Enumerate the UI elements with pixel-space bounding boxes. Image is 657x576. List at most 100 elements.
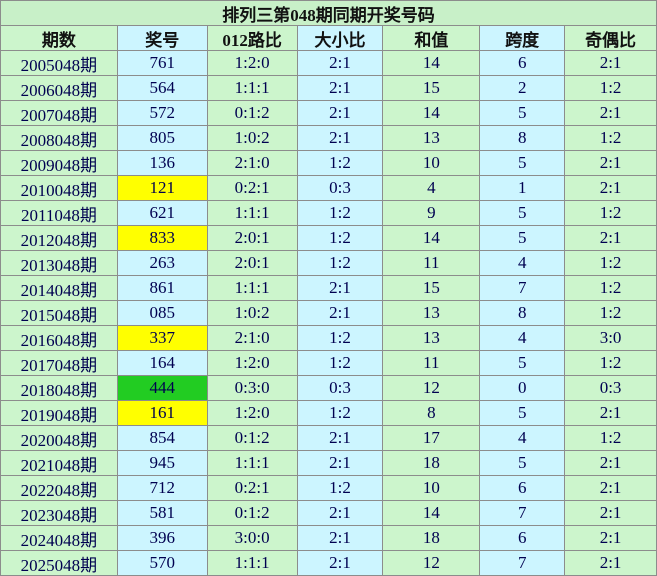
table-cell: 8	[383, 401, 480, 425]
table-cell: 0	[480, 376, 565, 400]
table-cell: 5	[480, 226, 565, 250]
table-cell: 1:0:2	[207, 126, 297, 150]
table-cell: 2:1	[297, 451, 383, 475]
table-cell: 1	[480, 176, 565, 200]
table-cell: 2:1	[565, 476, 656, 500]
table-cell: 1:1:1	[207, 551, 297, 575]
table-cell: 5	[480, 201, 565, 225]
table-cell: 9	[383, 201, 480, 225]
table-cell: 2:1	[297, 501, 383, 525]
table-cell: 2:1	[565, 51, 656, 75]
table-cell: 1:2	[297, 401, 383, 425]
table-cell: 13	[383, 326, 480, 350]
table-cell: 15	[383, 276, 480, 300]
table-cell: 2:1	[565, 451, 656, 475]
table-cell: 2:1:0	[207, 151, 297, 175]
header-cell: 期数	[1, 26, 117, 50]
table-cell: 0:3	[297, 376, 383, 400]
table-cell: 0:2:1	[207, 176, 297, 200]
table-cell: 2:1	[565, 151, 656, 175]
table-cell: 2:1	[565, 551, 656, 575]
table-cell: 1:2	[565, 126, 656, 150]
table-cell: 2019048期	[1, 401, 117, 425]
table-cell: 8	[480, 126, 565, 150]
table-cell: 2020048期	[1, 426, 117, 450]
table-cell: 2024048期	[1, 526, 117, 550]
table-cell: 2:1	[297, 51, 383, 75]
table-cell: 2:1	[297, 76, 383, 100]
table-cell: 833	[117, 226, 207, 250]
table-cell: 2:1	[297, 426, 383, 450]
table-cell: 1:2	[297, 476, 383, 500]
table-cell: 1:2	[565, 76, 656, 100]
table-cell: 263	[117, 251, 207, 275]
table-cell: 7	[480, 501, 565, 525]
table-cell: 2:1	[565, 501, 656, 525]
table-cell: 712	[117, 476, 207, 500]
table-cell: 2015048期	[1, 301, 117, 325]
table-cell: 1:2	[565, 276, 656, 300]
table-cell: 2013048期	[1, 251, 117, 275]
table-cell: 2012048期	[1, 226, 117, 250]
table-cell: 1:2	[297, 226, 383, 250]
table-cell: 11	[383, 251, 480, 275]
table-cell: 10	[383, 476, 480, 500]
table-cell: 2:1	[565, 101, 656, 125]
table-cell: 6	[480, 476, 565, 500]
table-cell: 14	[383, 501, 480, 525]
table-cell: 1:2	[565, 426, 656, 450]
table-cell: 2010048期	[1, 176, 117, 200]
table-cell: 136	[117, 151, 207, 175]
table-cell: 1:2	[297, 351, 383, 375]
table-cell: 4	[480, 326, 565, 350]
table-cell: 1:2	[565, 351, 656, 375]
table-cell: 1:2:0	[207, 351, 297, 375]
table-cell: 2:1	[565, 526, 656, 550]
table-cell: 161	[117, 401, 207, 425]
table-cell: 2008048期	[1, 126, 117, 150]
table-cell: 1:2:0	[207, 401, 297, 425]
table-cell: 1:2	[297, 151, 383, 175]
table-cell: 2011048期	[1, 201, 117, 225]
table-cell: 17	[383, 426, 480, 450]
table-cell: 5	[480, 451, 565, 475]
table-cell: 2025048期	[1, 551, 117, 575]
table-cell: 5	[480, 351, 565, 375]
table-cell: 2006048期	[1, 76, 117, 100]
table-cell: 5	[480, 401, 565, 425]
table-cell: 3:0:0	[207, 526, 297, 550]
table-cell: 0:3	[565, 376, 656, 400]
table-cell: 861	[117, 276, 207, 300]
table-cell: 1:2	[565, 201, 656, 225]
table-cell: 581	[117, 501, 207, 525]
table-cell: 0:1:2	[207, 101, 297, 125]
table-cell: 2:1	[565, 226, 656, 250]
table-cell: 337	[117, 326, 207, 350]
table-cell: 0:3	[297, 176, 383, 200]
table-cell: 15	[383, 76, 480, 100]
table-cell: 10	[383, 151, 480, 175]
table-cell: 1:1:1	[207, 76, 297, 100]
table-cell: 14	[383, 101, 480, 125]
table-cell: 2:1	[297, 301, 383, 325]
table-cell: 1:1:1	[207, 451, 297, 475]
table-cell: 570	[117, 551, 207, 575]
table-cell: 564	[117, 76, 207, 100]
table-cell: 6	[480, 51, 565, 75]
table-cell: 2007048期	[1, 101, 117, 125]
table-cell: 4	[480, 426, 565, 450]
table-cell: 3:0	[565, 326, 656, 350]
table-cell: 2	[480, 76, 565, 100]
table-cell: 2:1	[565, 401, 656, 425]
table-cell: 572	[117, 101, 207, 125]
table-cell: 2:0:1	[207, 226, 297, 250]
table-cell: 1:2	[297, 251, 383, 275]
table-cell: 2:1	[297, 126, 383, 150]
table-cell: 1:0:2	[207, 301, 297, 325]
table-cell: 5	[480, 151, 565, 175]
table-cell: 1:1:1	[207, 276, 297, 300]
table-cell: 854	[117, 426, 207, 450]
table-cell: 12	[383, 376, 480, 400]
table-cell: 085	[117, 301, 207, 325]
